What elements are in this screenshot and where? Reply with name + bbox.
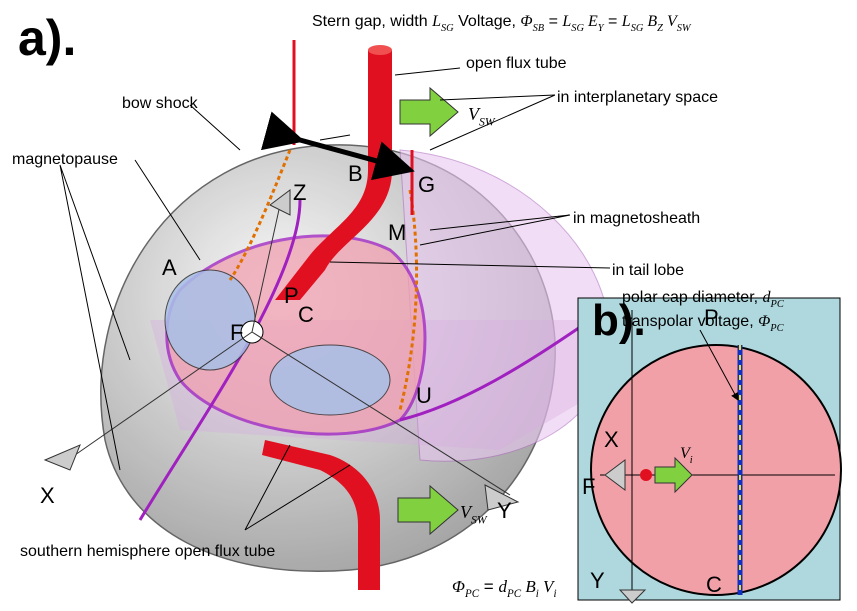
lobe (269, 344, 391, 416)
panel-label: b). (592, 296, 646, 345)
subscript: SG (631, 23, 644, 34)
point-label: C (298, 302, 314, 327)
subscript: PC (464, 588, 480, 600)
label: transpolar voltage, ΦPC​ (622, 313, 785, 334)
point-label: M (388, 220, 406, 245)
leader (59, 67, 611, 531)
text-part: Voltage, (454, 13, 521, 30)
label: bow shock (122, 95, 199, 112)
label: in interplanetary space (557, 89, 718, 106)
text-part: L (561, 13, 571, 30)
subscript: PC (769, 323, 784, 334)
subscript: PC (506, 588, 522, 600)
text-part: E (584, 13, 598, 30)
text-part: V (539, 577, 556, 596)
point-label: F (582, 474, 595, 499)
text-part: L (431, 13, 441, 30)
subscript: SW (471, 513, 488, 526)
label: in magnetosheath (573, 210, 700, 227)
subscript: i (690, 455, 693, 466)
subscript: SG (571, 23, 584, 34)
stern-gap-label: Stern gap, width LSG​ Voltage, ΦSB​ = LS… (312, 13, 692, 34)
velocity-label: Vi​ (680, 445, 693, 466)
flow-arrow (654, 456, 693, 494)
point-label: X (604, 427, 619, 452)
point-label: G (418, 172, 435, 197)
subscript: Z (657, 23, 663, 34)
text-part: B (521, 577, 536, 596)
point-label: C (706, 572, 722, 597)
text-part: B (643, 13, 657, 30)
leader (699, 329, 739, 401)
point-label: Y (590, 568, 605, 593)
axis (74, 204, 511, 496)
tube-top (368, 45, 392, 55)
text-part: Φ (452, 577, 465, 596)
text-part: L (621, 13, 631, 30)
axis-arrow (604, 459, 647, 604)
axis (600, 310, 835, 590)
flow-arrow (397, 484, 459, 536)
subscript: SW (479, 115, 496, 128)
velocity-label: VSW​ (468, 104, 496, 128)
axis-arrow (43, 189, 520, 511)
point-label: A (162, 255, 177, 280)
point-label: P (284, 283, 299, 308)
subscript: i (553, 588, 556, 600)
label: open flux tube (466, 55, 567, 72)
subscript: i (536, 588, 539, 600)
point-label: U (416, 383, 432, 408)
text-part: d (763, 289, 772, 306)
formula: ΦPC​ = dPC​ Bi​ Vi​ (452, 577, 557, 600)
point-label: F (230, 320, 243, 345)
label: southern hemisphere open flux tube (20, 543, 275, 560)
point-label: B (348, 161, 363, 186)
label: magnetopause (12, 151, 118, 168)
text-part: = (479, 577, 498, 596)
text-part: = (604, 13, 622, 30)
subscript: SB (533, 23, 545, 34)
velocity-label: VSW​ (460, 502, 488, 526)
flow-arrow (399, 86, 459, 138)
polar-cap (590, 344, 842, 596)
text-part: d (498, 577, 507, 596)
label: polar cap diameter, dPC​ (622, 289, 785, 310)
label: in tail lobe (612, 262, 684, 279)
text-part: polar cap diameter, (622, 289, 763, 306)
point-label: X (40, 483, 55, 508)
point-label: Y (497, 498, 512, 523)
panel-label: a). (18, 10, 76, 66)
noon-point (640, 469, 652, 481)
subscript: PC (770, 299, 785, 310)
text-part: V (460, 502, 473, 522)
text-part: transpolar voltage, (622, 313, 758, 330)
subscript: Y (598, 23, 605, 34)
text-part: Φ (520, 13, 532, 30)
text-part: V (468, 104, 481, 124)
point-label: Z (293, 180, 306, 205)
gap-arrow (260, 111, 415, 181)
south-flux-tube (262, 440, 380, 590)
point-label: S (272, 117, 287, 142)
text-part: Φ (758, 313, 770, 330)
subscript: SG (441, 23, 454, 34)
subscript: SW (677, 23, 692, 34)
text-part: = (544, 13, 562, 30)
text-part: Stern gap, width (312, 13, 432, 30)
text-part: V (680, 445, 692, 462)
text-part: V (663, 13, 679, 30)
point-label: P (704, 305, 719, 330)
